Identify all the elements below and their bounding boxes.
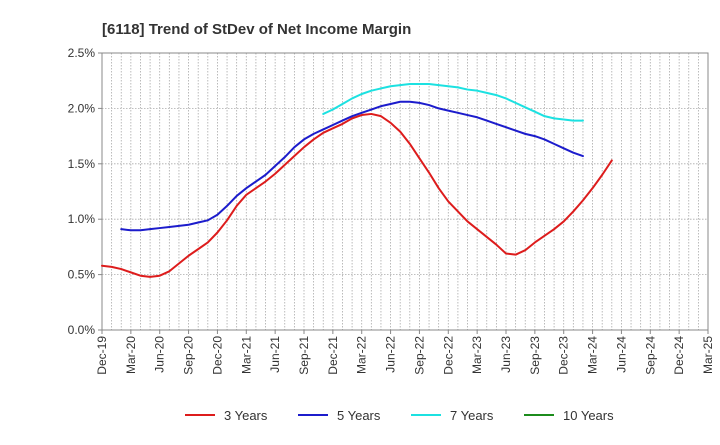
x-tick-label: Sep-22 (412, 336, 426, 375)
x-tick-label: Mar-22 (355, 336, 369, 374)
x-tick-label: Mar-21 (239, 336, 253, 374)
x-tick-label: Sep-21 (297, 336, 311, 375)
x-tick-label: Jun-24 (614, 336, 628, 373)
y-tick-label: 1.0% (68, 212, 96, 226)
legend-label-10-years: 10 Years (563, 408, 614, 423)
x-tick-label: Dec-23 (557, 336, 571, 375)
x-tick-label: Jun-21 (268, 336, 282, 373)
x-tick-label: Mar-23 (470, 336, 484, 374)
legend-label-7-years: 7 Years (450, 408, 494, 423)
x-tick-label: Mar-20 (124, 336, 138, 374)
plot-area-frame (101, 52, 709, 331)
x-tick-label: Mar-25 (701, 336, 715, 374)
y-tick-label: 2.0% (68, 101, 96, 115)
grid-layer (102, 53, 708, 330)
y-tick-label: 1.5% (68, 157, 96, 171)
x-tick-label: Dec-19 (95, 336, 109, 375)
legend-label-3-years: 3 Years (224, 408, 268, 423)
x-tick-label: Sep-24 (643, 336, 657, 375)
legend: 3 Years 5 Years 7 Years 10 Years (185, 408, 614, 423)
x-tick-label: Jun-20 (153, 336, 167, 373)
series-line-3-years (101, 112, 613, 278)
x-tick-label: Sep-23 (528, 336, 542, 375)
x-tick-label: Dec-20 (210, 336, 224, 375)
series-layer (101, 83, 613, 278)
y-tick-label: 0.5% (68, 268, 96, 282)
series-line-5-years (120, 100, 584, 232)
x-tick-label: Jun-23 (499, 336, 513, 373)
x-tick-label: Jun-22 (384, 336, 398, 373)
chart-title: [6118] Trend of StDev of Net Income Marg… (102, 21, 411, 38)
x-tick-label: Sep-20 (182, 336, 196, 375)
x-tick-label: Mar-24 (586, 336, 600, 374)
x-axis-ticks: Dec-19 Mar-20 Jun-20 Sep-20 Dec-20 Mar-21 Jun-… (95, 330, 715, 375)
y-axis-ticks: 0.0% 0.5% 1.0% 1.5% 2.0% 2.5% (68, 46, 102, 337)
legend-label-5-years: 5 Years (337, 408, 381, 423)
x-tick-label: Dec-22 (441, 336, 455, 375)
y-tick-label: 2.5% (68, 46, 96, 60)
x-tick-label: Dec-21 (326, 336, 340, 375)
y-tick-label: 0.0% (68, 323, 96, 337)
series-line-7-years (322, 83, 584, 122)
x-tick-label: Dec-24 (672, 336, 686, 375)
